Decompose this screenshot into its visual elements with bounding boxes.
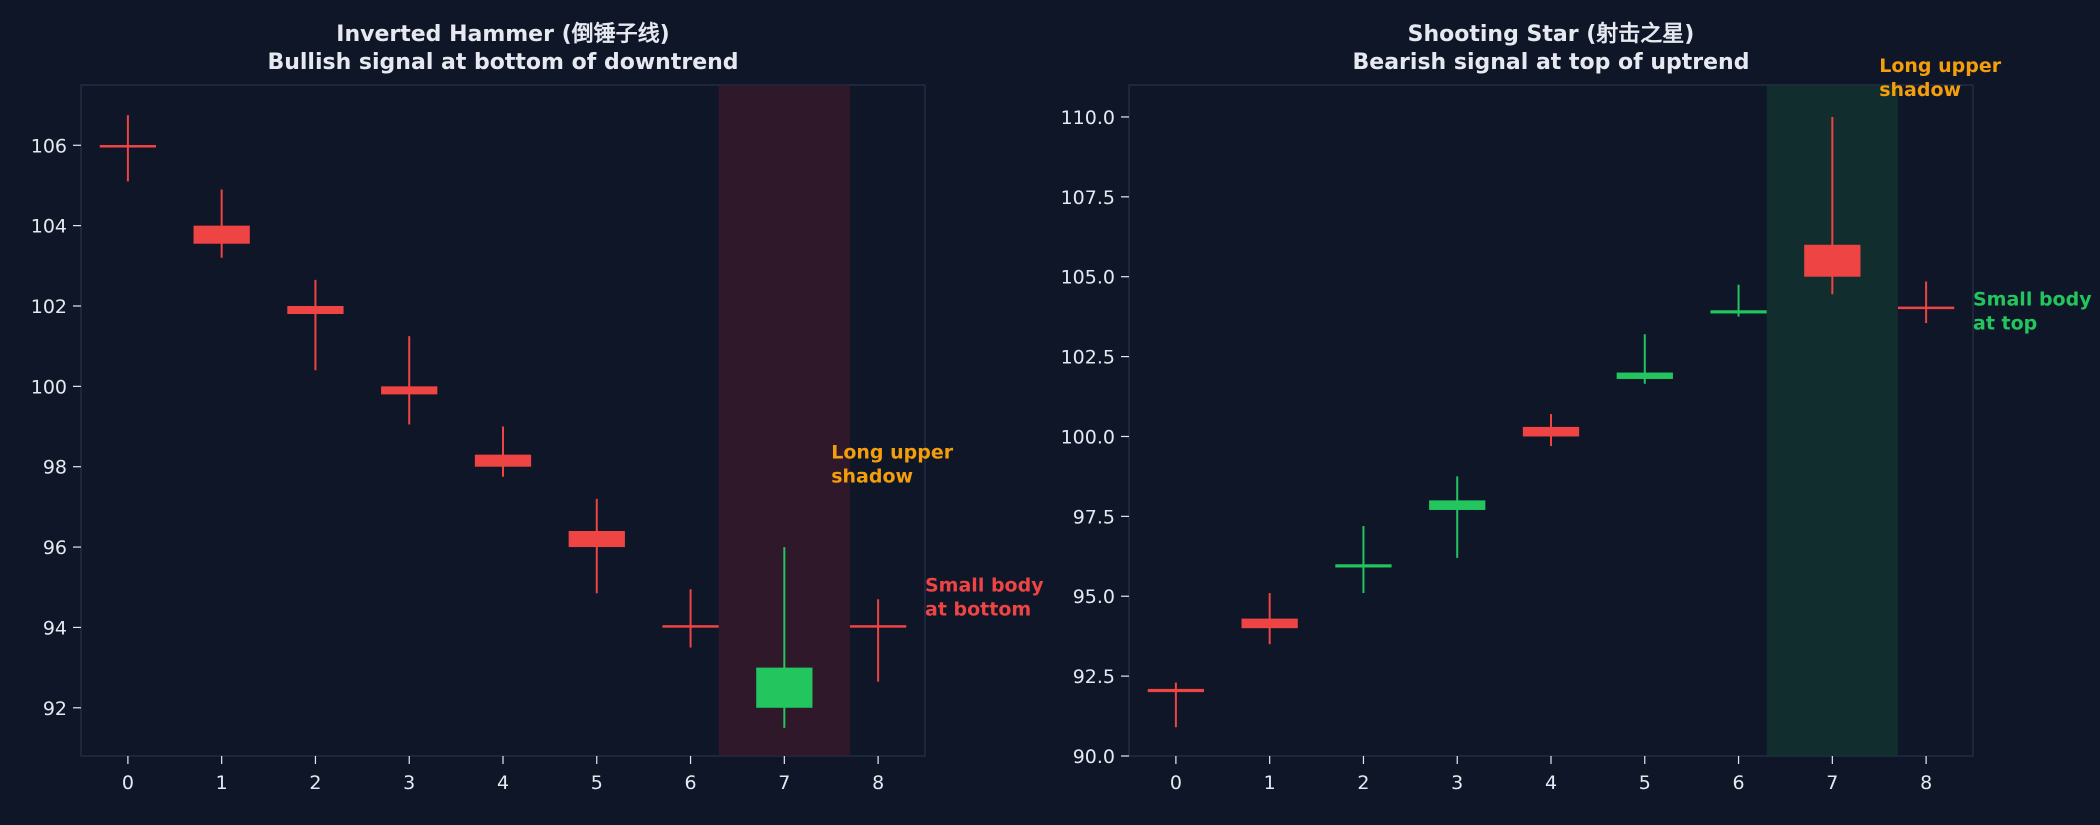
chart-panel-1: Shooting Star (射击之星) Bearish signal at to… bbox=[1061, 21, 2093, 794]
chart-title: Shooting Star (射击之星) bbox=[1408, 21, 1695, 47]
x-tick-label: 5 bbox=[1639, 772, 1651, 794]
candle-body bbox=[287, 305, 344, 315]
candle-body bbox=[193, 225, 250, 244]
y-tick-label: 105.0 bbox=[1061, 267, 1115, 289]
candle bbox=[568, 498, 625, 594]
candle-body bbox=[1522, 426, 1580, 437]
candle bbox=[756, 547, 813, 728]
y-tick-label: 100 bbox=[31, 376, 67, 398]
candle-body bbox=[1804, 244, 1861, 277]
y-tick-label: 106 bbox=[31, 135, 67, 157]
y-tick-label: 95.0 bbox=[1073, 586, 1115, 608]
y-tick-label: 104 bbox=[31, 216, 67, 238]
x-tick-label: 6 bbox=[1733, 772, 1745, 794]
y-tick-label: 92.5 bbox=[1073, 666, 1115, 688]
candle-body bbox=[1335, 564, 1392, 568]
y-tick-label: 102 bbox=[31, 296, 67, 318]
x-tick-label: 5 bbox=[591, 772, 603, 794]
candle-body bbox=[1147, 688, 1205, 693]
annotation-text: at top bbox=[1973, 312, 2037, 334]
candle-body bbox=[662, 625, 719, 628]
x-tick-label: 7 bbox=[778, 772, 790, 794]
candle bbox=[1429, 476, 1486, 558]
y-tick-label: 102.5 bbox=[1061, 347, 1115, 369]
candle bbox=[849, 599, 907, 682]
candle-body bbox=[756, 667, 813, 708]
candle bbox=[1710, 284, 1767, 317]
x-tick-label: 2 bbox=[309, 772, 321, 794]
chart-panel-0: Inverted Hammer (倒锤子线) Bullish signal at … bbox=[31, 21, 1044, 794]
y-tick-label: 90.0 bbox=[1073, 746, 1115, 768]
candle bbox=[1616, 334, 1673, 384]
annotation-text: Small body bbox=[1973, 288, 2092, 310]
candle bbox=[1241, 593, 1298, 645]
x-tick-label: 0 bbox=[122, 772, 134, 794]
x-tick-label: 2 bbox=[1357, 772, 1369, 794]
candle-body bbox=[99, 145, 157, 148]
candle-body bbox=[1710, 310, 1767, 314]
y-tick-label: 98 bbox=[43, 457, 67, 479]
candle bbox=[1335, 525, 1392, 594]
x-tick-label: 8 bbox=[1920, 772, 1932, 794]
x-tick-label: 3 bbox=[1451, 772, 1463, 794]
y-tick-label: 92 bbox=[43, 698, 67, 720]
x-tick-label: 8 bbox=[872, 772, 884, 794]
candle-body bbox=[1616, 372, 1673, 379]
x-tick-label: 4 bbox=[497, 772, 509, 794]
candle-body bbox=[1897, 306, 1955, 310]
candle-body bbox=[474, 454, 532, 467]
candle bbox=[381, 336, 438, 425]
x-tick-label: 7 bbox=[1826, 772, 1838, 794]
chart-title: Inverted Hammer (倒锤子线) bbox=[336, 21, 669, 47]
x-tick-label: 4 bbox=[1545, 772, 1557, 794]
candle bbox=[1897, 281, 1955, 324]
x-tick-label: 0 bbox=[1170, 772, 1182, 794]
candle bbox=[474, 426, 532, 477]
candle-body bbox=[568, 530, 625, 548]
chart-subtitle: Bullish signal at bottom of downtrend bbox=[267, 50, 738, 75]
candle bbox=[193, 189, 250, 258]
x-tick-label: 3 bbox=[403, 772, 415, 794]
annotation-text: shadow bbox=[1879, 79, 1961, 101]
candle bbox=[287, 279, 344, 371]
candle-body bbox=[849, 625, 907, 628]
y-tick-label: 94 bbox=[43, 617, 67, 639]
chart-subtitle: Bearish signal at top of uptrend bbox=[1353, 50, 1750, 75]
x-tick-label: 1 bbox=[216, 772, 228, 794]
y-tick-label: 107.5 bbox=[1061, 187, 1115, 209]
candle-body bbox=[381, 386, 438, 395]
y-tick-label: 97.5 bbox=[1073, 506, 1115, 528]
x-tick-label: 1 bbox=[1264, 772, 1276, 794]
candle-body bbox=[1429, 500, 1486, 510]
y-tick-label: 100.0 bbox=[1061, 426, 1115, 448]
candle bbox=[662, 589, 719, 648]
y-tick-label: 110.0 bbox=[1061, 107, 1115, 129]
annotation-text: shadow bbox=[831, 466, 913, 488]
candle bbox=[1147, 682, 1205, 728]
annotation-text: at bottom bbox=[925, 598, 1031, 620]
annotation-text: Long upper bbox=[1879, 55, 2002, 77]
candle-body bbox=[1241, 618, 1298, 629]
annotation-text: Long upper bbox=[831, 442, 954, 464]
y-tick-label: 96 bbox=[43, 537, 67, 559]
annotation-text: Small body bbox=[925, 574, 1044, 596]
candle bbox=[99, 115, 157, 182]
candle bbox=[1522, 414, 1580, 447]
x-tick-label: 6 bbox=[685, 772, 697, 794]
candle bbox=[1804, 116, 1861, 295]
